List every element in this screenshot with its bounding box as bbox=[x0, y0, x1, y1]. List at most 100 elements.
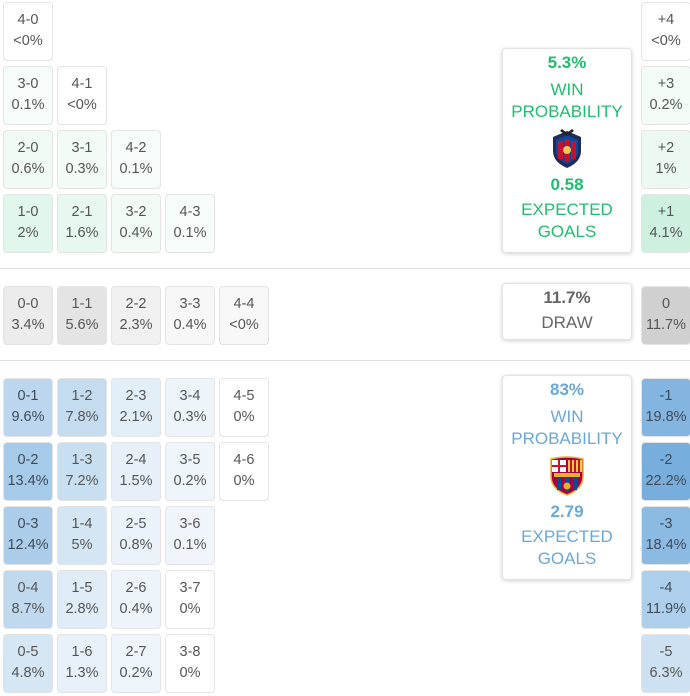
draw-label: DRAW bbox=[541, 313, 593, 332]
score-cell: 4-0 <0% bbox=[3, 2, 53, 61]
cell-score: 0 bbox=[661, 296, 671, 312]
away-win-probability-value: 83% bbox=[549, 380, 585, 399]
margin-cell: -5 6.3% bbox=[641, 634, 690, 693]
cell-probability: 0.1% bbox=[173, 537, 207, 553]
cell-probability: 7.2% bbox=[65, 473, 99, 489]
margin-cell: +1 4.1% bbox=[641, 194, 690, 253]
cell-score: 1-1 bbox=[71, 296, 93, 312]
cell-score: 3-3 bbox=[179, 296, 201, 312]
cell-score: 2-4 bbox=[125, 452, 147, 468]
cell-probability: 5.6% bbox=[65, 317, 99, 333]
score-cell: 0-1 9.6% bbox=[3, 378, 53, 437]
cell-score: 4-5 bbox=[233, 388, 255, 404]
cell-probability: 12.4% bbox=[7, 537, 49, 553]
cell-score: 0-4 bbox=[17, 580, 39, 596]
cell-score: 2-0 bbox=[17, 140, 39, 156]
score-cell: 4-1 <0% bbox=[57, 66, 107, 125]
draw-card: 11.7% DRAW bbox=[502, 283, 632, 340]
cell-probability: 0.1% bbox=[11, 97, 45, 113]
margin-cell: -4 11.9% bbox=[641, 570, 690, 629]
goals-label: GOALS bbox=[537, 549, 597, 568]
cell-score: 3-0 bbox=[17, 76, 39, 92]
barcelona-crest-icon bbox=[550, 456, 584, 496]
score-cell: 0-4 8.7% bbox=[3, 570, 53, 629]
score-cell: 0-2 13.4% bbox=[3, 442, 53, 501]
expected-label: EXPECTED bbox=[521, 527, 613, 546]
score-cell: 4-3 0.1% bbox=[165, 194, 215, 253]
cell-score: -5 bbox=[659, 644, 673, 660]
score-cell: 2-4 1.5% bbox=[111, 442, 161, 501]
cell-score: 2-1 bbox=[71, 204, 93, 220]
expected-label: EXPECTED bbox=[521, 200, 613, 219]
score-cell: 1-4 5% bbox=[57, 506, 107, 565]
cell-score: -2 bbox=[659, 452, 673, 468]
cell-probability: 8.7% bbox=[11, 601, 45, 617]
margin-cell: +4 <0% bbox=[641, 2, 690, 61]
margin-cell: 0 11.7% bbox=[641, 286, 690, 345]
cell-score: 0-1 bbox=[17, 388, 39, 404]
cell-score: 2-2 bbox=[125, 296, 147, 312]
margin-cell: +3 0.2% bbox=[641, 66, 690, 125]
cell-probability: 22.2% bbox=[645, 473, 687, 489]
home-expected-goals-value: 0.58 bbox=[550, 175, 584, 194]
cell-probability: 0.3% bbox=[65, 161, 99, 177]
score-cell: 3-2 0.4% bbox=[111, 194, 161, 253]
score-cell: 2-3 2.1% bbox=[111, 378, 161, 437]
win-label: WIN bbox=[550, 80, 584, 99]
cell-score: 2-6 bbox=[125, 580, 147, 596]
score-cell: 2-7 0.2% bbox=[111, 634, 161, 693]
cell-probability: 19.8% bbox=[645, 409, 687, 425]
levante-crest-icon bbox=[553, 129, 581, 168]
cell-score: 3-2 bbox=[125, 204, 147, 220]
home-team-card: 5.3% WIN PROBABILITY 0.58 EXPECTED GOALS bbox=[502, 48, 632, 253]
cell-probability: 0.4% bbox=[119, 225, 153, 241]
score-cell: 3-6 0.1% bbox=[165, 506, 215, 565]
cell-score: 4-2 bbox=[125, 140, 147, 156]
margin-cell: +2 1% bbox=[641, 130, 690, 189]
cell-probability: <0% bbox=[229, 317, 259, 333]
cell-score: 2-7 bbox=[125, 644, 147, 660]
score-cell: 2-0 0.6% bbox=[3, 130, 53, 189]
score-cell: 3-1 0.3% bbox=[57, 130, 107, 189]
cell-score: +2 bbox=[657, 140, 675, 156]
cell-probability: <0% bbox=[651, 33, 681, 49]
cell-probability: 2.8% bbox=[65, 601, 99, 617]
cell-score: 3-5 bbox=[179, 452, 201, 468]
score-cell: 0-0 3.4% bbox=[3, 286, 53, 345]
score-cell: 4-5 0% bbox=[219, 378, 269, 437]
score-cell: 1-1 5.6% bbox=[57, 286, 107, 345]
cell-probability: 13.4% bbox=[7, 473, 49, 489]
probability-label: PROBABILITY bbox=[511, 102, 623, 121]
cell-probability: 0.2% bbox=[649, 97, 683, 113]
cell-probability: 4.1% bbox=[649, 225, 683, 241]
cell-score: 2-3 bbox=[125, 388, 147, 404]
cell-score: -1 bbox=[659, 388, 673, 404]
cell-score: 3-6 bbox=[179, 516, 201, 532]
cell-score: +3 bbox=[657, 76, 675, 92]
cell-score: 3-7 bbox=[179, 580, 201, 596]
cell-probability: 1.6% bbox=[65, 225, 99, 241]
cell-probability: 9.6% bbox=[11, 409, 45, 425]
cell-score: 0-2 bbox=[17, 452, 39, 468]
cell-probability: 2.3% bbox=[119, 317, 153, 333]
cell-score: 1-0 bbox=[17, 204, 39, 220]
home-win-probability-value: 5.3% bbox=[547, 53, 587, 72]
cell-score: 1-3 bbox=[71, 452, 93, 468]
cell-probability: 6.3% bbox=[649, 665, 683, 681]
cell-score: 0-5 bbox=[17, 644, 39, 660]
cell-probability: 0.2% bbox=[119, 665, 153, 681]
cell-probability: 4.8% bbox=[11, 665, 45, 681]
cell-score: 4-4 bbox=[233, 296, 255, 312]
cell-probability: 0% bbox=[179, 665, 201, 681]
probability-label: PROBABILITY bbox=[511, 429, 623, 448]
cell-probability: 0.8% bbox=[119, 537, 153, 553]
score-cell: 2-6 0.4% bbox=[111, 570, 161, 629]
cell-score: 4-0 bbox=[17, 12, 39, 28]
cell-score: -4 bbox=[659, 580, 673, 596]
score-cell: 3-4 0.3% bbox=[165, 378, 215, 437]
away-team-card: 83% WIN PROBABILITY 2.79 EXPECTED GOALS bbox=[502, 375, 632, 580]
score-cell: 1-2 7.8% bbox=[57, 378, 107, 437]
score-cell: 1-0 2% bbox=[3, 194, 53, 253]
separator bbox=[0, 360, 690, 361]
separator bbox=[0, 268, 690, 269]
